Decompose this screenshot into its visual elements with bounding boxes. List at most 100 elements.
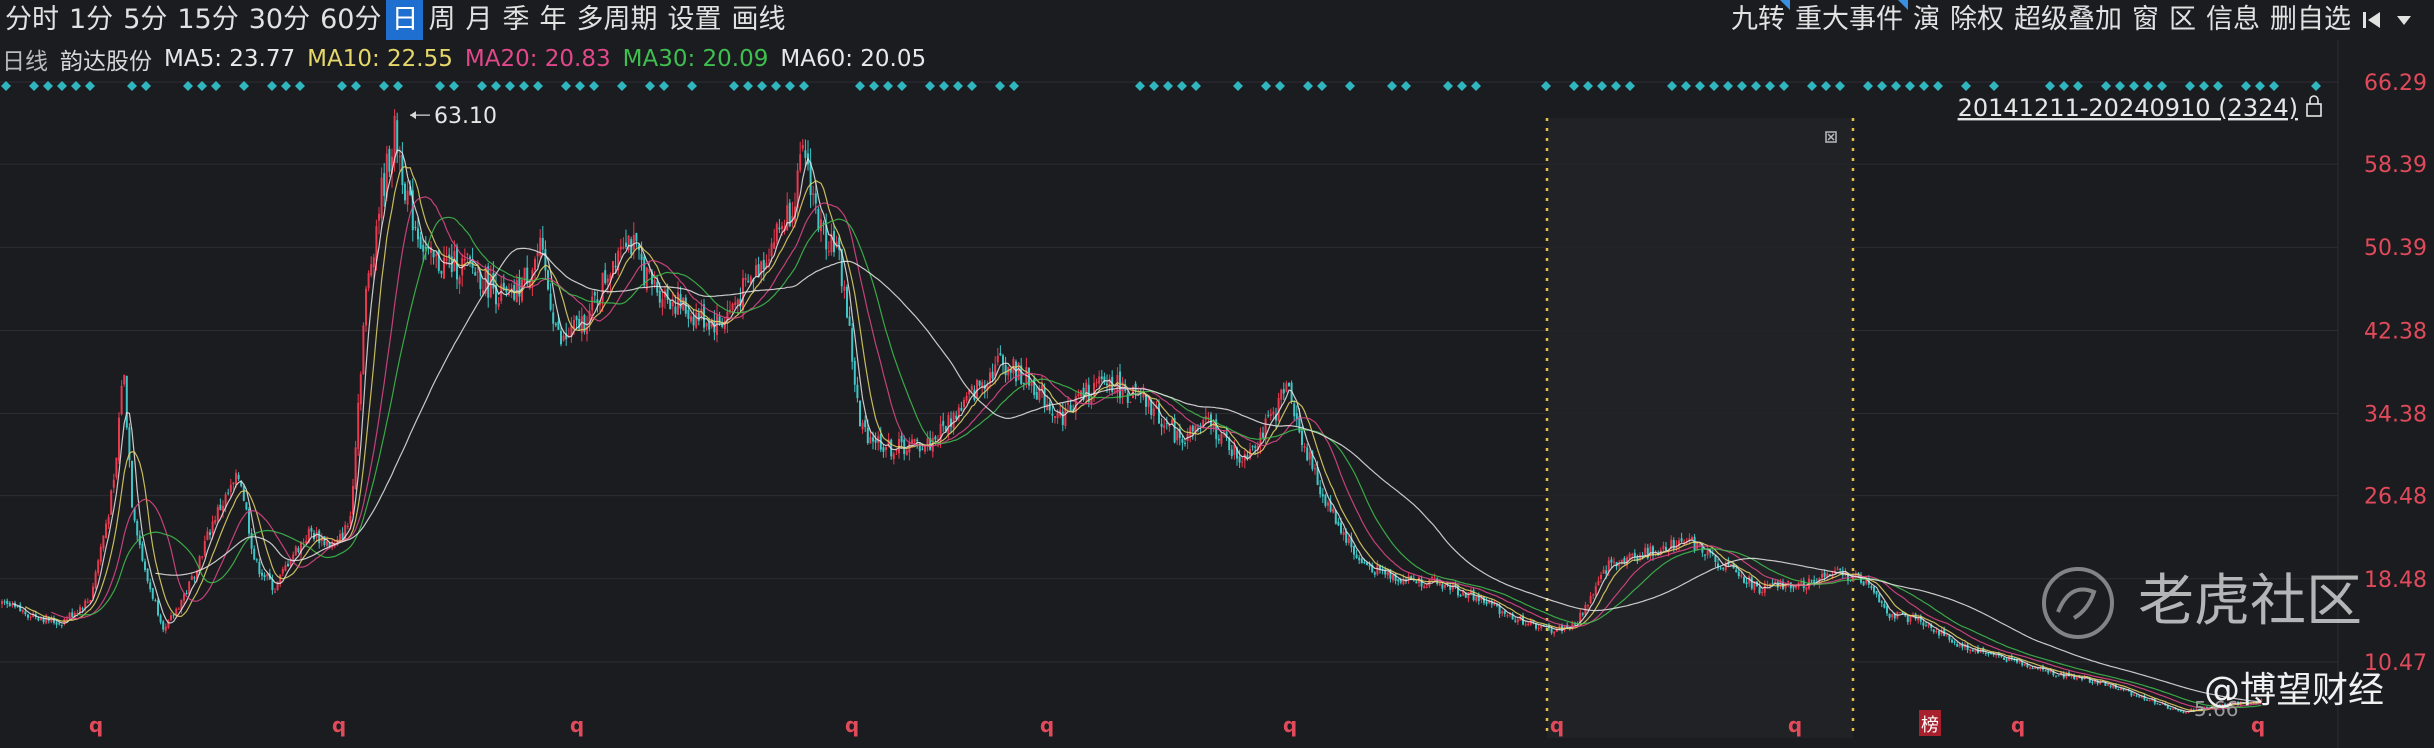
tab-quarter[interactable]: 季 [502,4,530,35]
window-button[interactable]: 窗 [2132,4,2159,35]
remove-watchlist-button[interactable]: 删自选 [2270,4,2351,35]
candle-body [1917,617,1920,621]
tab-year[interactable]: 年 [539,4,567,35]
candle-body [835,241,838,248]
super-overlay-button[interactable]: 超级叠加 [2014,4,2122,35]
dropdown-arrow-icon[interactable] [2388,0,2420,40]
signal-diamond [127,81,137,91]
candle-body [1579,612,1582,624]
signal-diamond [1611,81,1621,91]
candle-body [2130,690,2133,696]
signal-diamond [645,81,655,91]
candle-body [2250,703,2252,705]
candle-body [1784,583,1787,589]
signal-diamond [855,81,865,91]
candle-body [1672,540,1675,549]
tab-day[interactable]: 日 [386,0,424,40]
tab-60min[interactable]: 60分 [320,4,382,35]
candle-body [2224,703,2226,706]
candle-body [385,153,388,198]
major-events-button[interactable]: 重大事件 [1790,0,1908,40]
tab-week[interactable]: 周 [428,4,456,35]
candle-body [1488,600,1491,604]
candle-body [1514,620,1517,622]
candle-body [469,256,471,260]
candle-body [1290,382,1293,403]
tab-month[interactable]: 月 [465,4,493,35]
candle-body [138,535,141,545]
signal-diamond [1401,81,1411,91]
candle-body [240,481,243,487]
candle-body [1496,604,1498,606]
candle-body [1181,439,1184,443]
candle-body [1236,447,1238,459]
signal-diamond [1275,81,1285,91]
ex-rights-button[interactable]: 除权 [1950,4,2004,35]
candle-body [1646,547,1649,559]
candle-body [1613,561,1615,563]
tab-30min[interactable]: 30分 [248,4,311,35]
candle-body [1449,585,1452,590]
candle-body [359,374,362,405]
ma10-value: MA10: 22.55 [307,46,453,72]
y-tick-label: 26.48 [2364,485,2427,510]
tiger-logo-stripe [2056,587,2097,620]
candle-body [1935,630,1938,633]
candle-body [788,202,791,226]
candle-body [1722,568,1725,570]
signal-diamond [757,81,767,91]
candle-body [872,437,874,442]
candle-body [1662,545,1665,550]
candle-body [744,277,747,281]
candle-body [1836,568,1839,570]
candle-body [123,374,126,385]
candle-body [1628,553,1631,560]
candle-body [1438,582,1441,586]
candle-body [799,154,802,171]
candle-body [458,277,461,285]
candle-body [1277,398,1280,422]
candle-body [1532,620,1535,623]
candle-body [274,591,276,593]
signal-diamond [2143,81,2153,91]
tab-multi-period[interactable]: 多周期 [576,4,658,35]
signal-diamond [953,81,963,91]
nine-turn-button[interactable]: 九转 [1726,0,1790,40]
candle-body [742,278,744,310]
candle-body [266,574,269,577]
candle-body [1821,574,1823,579]
candle-body [255,559,258,561]
stock-name: 韵达股份 [60,49,152,75]
candle-body [1636,556,1639,562]
range-button[interactable]: 区 [2169,4,2196,35]
demo-button[interactable]: 演 [1913,4,1940,35]
candle-body [1238,456,1241,463]
lock-icon [2306,103,2322,117]
candle-body [895,450,898,452]
tab-1min[interactable]: 1分 [69,4,114,35]
settings-button[interactable]: 设置 [667,4,722,35]
draw-line-button[interactable]: 画线 [731,4,786,35]
candle-body [2140,696,2143,698]
tab-fenshi[interactable]: 分时 [5,4,59,35]
skip-back-icon[interactable] [2356,0,2388,40]
candle-body [2073,676,2076,679]
candle-body [1587,604,1589,606]
signal-diamond [281,81,291,91]
event-badge [1919,710,1941,736]
candle-body [864,420,867,428]
candle-body [1693,536,1696,551]
candle-body [1862,581,1865,586]
tab-15min[interactable]: 15分 [177,4,239,35]
signal-diamond [617,81,627,91]
candle-body [2005,659,2008,662]
tab-5min[interactable]: 5分 [123,4,168,35]
candle-body [370,264,373,276]
candle-body [484,268,487,294]
candle-body [380,177,383,219]
right-tools: 九转 重大事件 演 除权 超级叠加 窗 区 信息 删自选 [1726,0,2420,40]
info-button[interactable]: 信息 [2206,4,2260,35]
candle-body [554,323,557,326]
candle-body [159,615,162,623]
